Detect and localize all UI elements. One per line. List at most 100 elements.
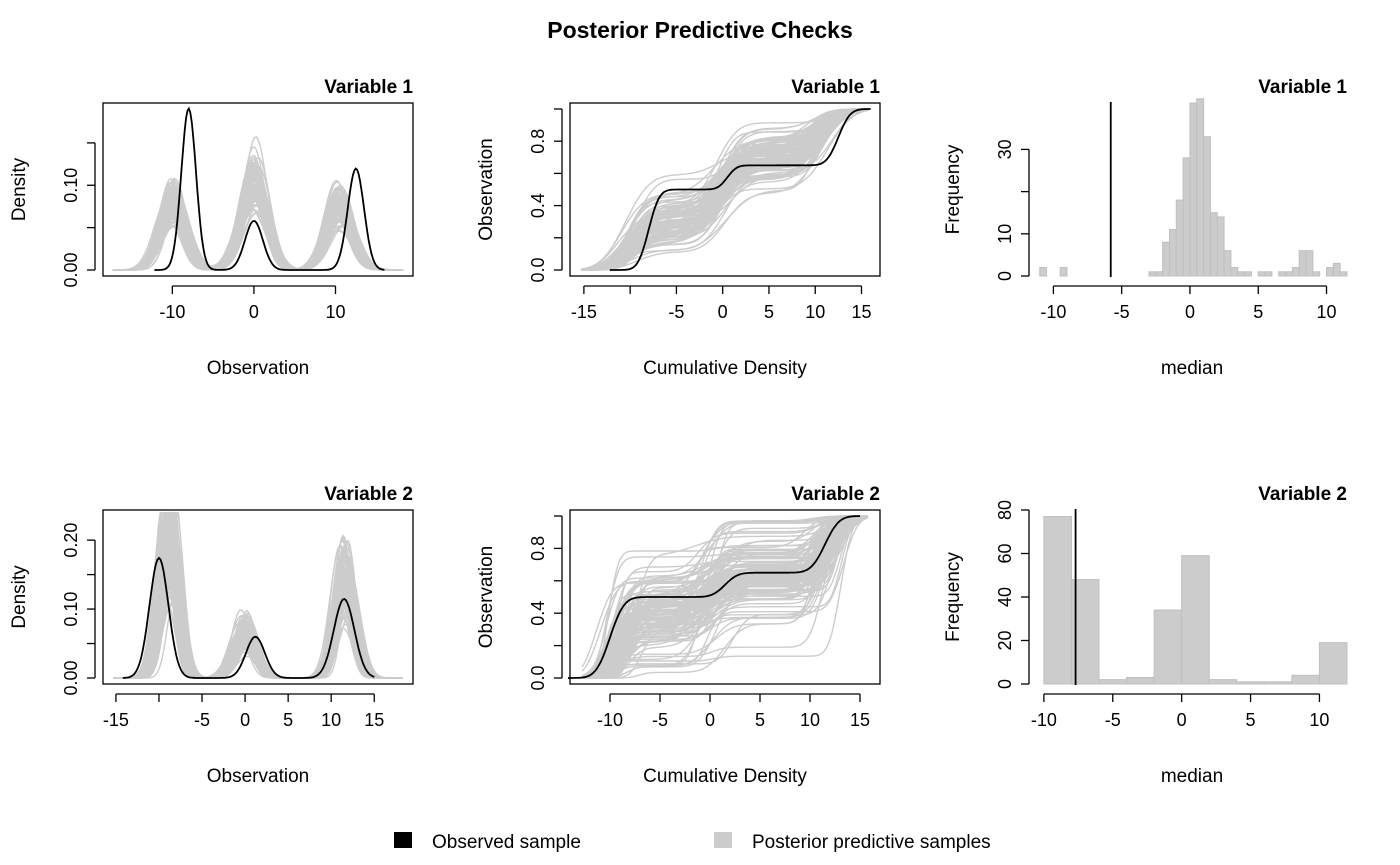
x-axis-label: Observation [207, 766, 309, 787]
histogram-bar [1182, 157, 1191, 277]
y-axis-label: Frequency [943, 144, 964, 234]
y-axis-label: Frequency [943, 552, 964, 642]
panel-r2c1: -15 -5 0 5 10 15 0.00 0.10 0.20 Variable 2 Observa… [9, 484, 414, 787]
y-tick-label: 80 [995, 500, 1015, 520]
posterior-draw-line [582, 515, 868, 679]
histogram-bar [1181, 555, 1210, 685]
posterior-draws [581, 515, 869, 679]
histogram-bar [1291, 267, 1300, 277]
x-tick-label: 10 [800, 710, 820, 730]
y-tick-label: 10 [995, 224, 1015, 244]
histogram-bar [1216, 216, 1225, 277]
posterior-draws [580, 108, 870, 271]
y-tick-label: 0 [995, 271, 1015, 281]
posterior-draw-line [581, 108, 869, 271]
y-tick-label: 0.20 [61, 523, 81, 558]
histogram-bar [1339, 271, 1348, 277]
posterior-draw-line [581, 108, 869, 271]
legend: Observed sample Posterior predictive sam… [394, 832, 991, 853]
histogram-bar [1305, 250, 1314, 277]
posterior-draw-line [582, 515, 869, 679]
x-tick-label: -5 [1114, 302, 1130, 322]
panel-r1c2: -15 -5 0 5 10 15 0.0 0.4 0.8 Variable 1 Cumulative… [476, 77, 881, 379]
x-axis-label: median [1161, 766, 1223, 787]
panel-title: Variable 1 [1258, 77, 1347, 98]
y-tick-label: 60 [995, 543, 1015, 563]
histogram-bar [1312, 271, 1321, 277]
histogram-bar [1153, 609, 1183, 685]
histogram-bar [1236, 681, 1265, 685]
posterior-draw-line [113, 511, 403, 679]
histogram-bar [1326, 267, 1334, 277]
posterior-draw-line [581, 515, 868, 679]
histogram-bar [1162, 241, 1170, 277]
plot-frame [569, 102, 881, 277]
legend-label-posterior: Posterior predictive samples [752, 832, 991, 853]
observed-line [154, 106, 385, 271]
panel-r2c3: -10 -5 0 5 10 0 20 40 60 80 Variable 2 median Freque… [943, 484, 1348, 787]
x-tick-label: -5 [668, 302, 684, 322]
x-axis-label: median [1161, 358, 1223, 379]
posterior-draw-line [581, 515, 868, 679]
posterior-draw-line [582, 515, 868, 679]
legend-swatch-observed [394, 832, 412, 848]
histogram-bar [1189, 102, 1198, 277]
x-tick-label: 5 [283, 710, 293, 730]
plot-frame [102, 509, 414, 685]
plot-frame [102, 102, 414, 277]
panel-r1c1: -10 0 10 0.00 0.10 Variable 1 Observation Densi… [9, 77, 414, 379]
legend-label-observed: Observed sample [432, 832, 581, 853]
panel-title: Variable 1 [324, 77, 413, 98]
x-axis-label: Cumulative Density [643, 766, 807, 787]
posterior-draw-line [113, 554, 403, 679]
x-tick-label: 10 [1316, 302, 1336, 322]
x-tick-label: 0 [249, 302, 259, 322]
x-tick-label: 0 [240, 710, 250, 730]
histogram-bar [1332, 262, 1341, 277]
y-tick-label: 0.00 [61, 660, 81, 695]
y-tick-label: 0.0 [528, 257, 548, 282]
x-tick-label: -5 [1105, 710, 1121, 730]
y-axis-label: Observation [476, 138, 497, 240]
histogram-bar [1285, 271, 1293, 277]
posterior-draw-line [581, 515, 868, 679]
x-axis-label: Cumulative Density [643, 358, 807, 379]
posterior-draw-line [582, 515, 868, 679]
panel-title: Variable 1 [791, 77, 880, 98]
y-tick-label: 0 [995, 679, 1015, 689]
x-tick-label: 10 [805, 302, 825, 322]
posterior-draw-line [581, 515, 868, 679]
histogram-bar [1175, 199, 1184, 277]
y-tick-label: 0.10 [61, 592, 81, 627]
y-tick-label: 0.4 [528, 193, 548, 218]
observed-line [568, 515, 861, 679]
posterior-draw-line [581, 108, 869, 271]
posterior-draw-line [581, 108, 869, 270]
histogram-bar [1209, 212, 1218, 277]
x-tick-label: 10 [321, 710, 341, 730]
posterior-draw-line [582, 517, 869, 679]
histogram-bar [1263, 681, 1293, 685]
figure-title: Posterior Predictive Checks [547, 17, 853, 43]
histogram-bar [1168, 229, 1177, 277]
y-tick-label: 20 [995, 630, 1015, 650]
observed-line [122, 556, 375, 679]
x-tick-label: 0 [1185, 302, 1195, 322]
x-tick-label: 15 [364, 710, 384, 730]
x-tick-label: 10 [1309, 710, 1329, 730]
panel-r1c3: -10 -5 0 5 10 0 10 30 Variable 1 median Frequency [943, 77, 1348, 379]
y-tick-label: 0.8 [528, 536, 548, 561]
posterior-draw-line [580, 108, 869, 270]
posterior-draw-line [582, 515, 869, 679]
histogram-bar [1155, 271, 1164, 277]
y-tick-label: 0.00 [61, 252, 81, 287]
y-tick-label: 0.4 [528, 601, 548, 626]
histogram-bar [1278, 271, 1287, 277]
y-axis-label: Density [9, 565, 30, 629]
x-tick-label: -10 [1040, 302, 1066, 322]
histogram-bar [1298, 250, 1307, 277]
histogram-bar [1230, 267, 1239, 277]
x-tick-label: -15 [103, 710, 129, 730]
posterior-draw-line [581, 108, 869, 271]
